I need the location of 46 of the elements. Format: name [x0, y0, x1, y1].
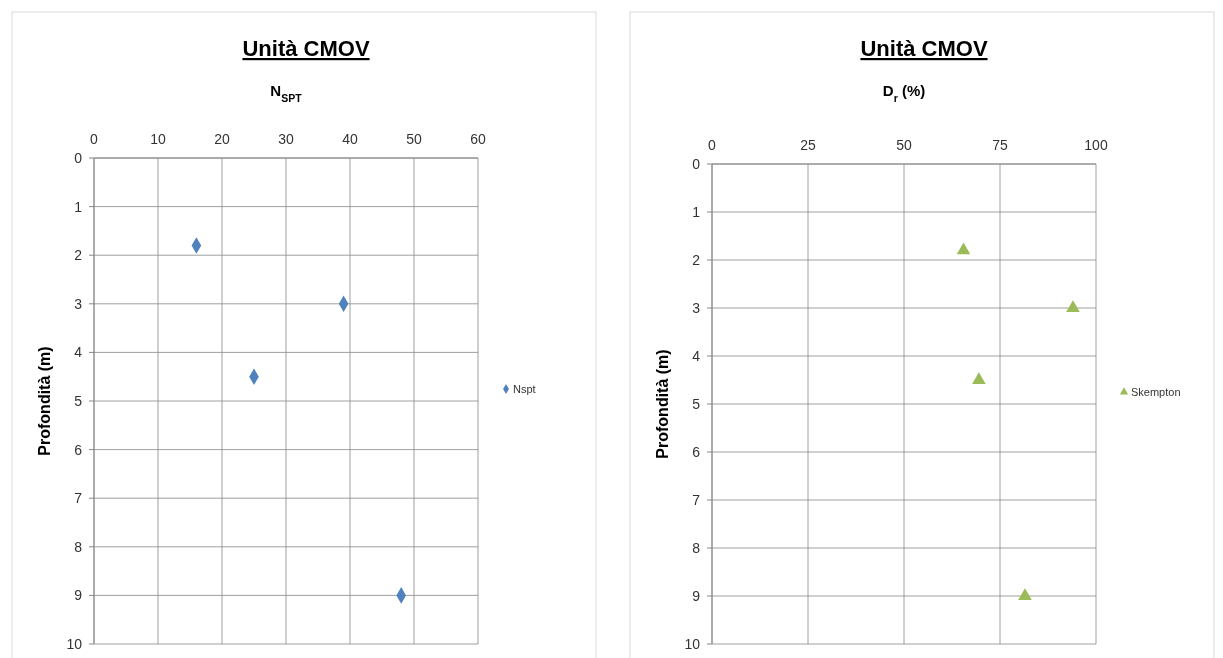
x-tick-label: 20 — [214, 131, 230, 147]
y-axis-title: Profondità (m) — [654, 349, 671, 459]
x-tick-label: 0 — [90, 131, 99, 147]
point — [972, 372, 986, 384]
point — [1018, 588, 1032, 600]
x-tick-label: 50 — [406, 131, 422, 147]
y-tick-label: 8 — [692, 540, 701, 556]
y-tick-label: 10 — [66, 636, 83, 652]
point — [1066, 300, 1080, 312]
y-tick-label: 6 — [692, 444, 701, 460]
y-tick-label: 5 — [74, 393, 83, 409]
x-tick-label: 10 — [150, 131, 166, 147]
legend-label: Nspt — [513, 383, 536, 395]
x-tick-label: 100 — [1084, 137, 1108, 153]
y-tick-label: 8 — [74, 538, 83, 555]
y-tick-label: 7 — [692, 492, 701, 508]
y-tick-label: 9 — [74, 587, 83, 604]
x-tick-label: 60 — [470, 131, 486, 147]
y-tick-label: 1 — [74, 198, 83, 215]
y-tick-label: 1 — [692, 204, 701, 220]
x-tick-label: 40 — [342, 131, 358, 147]
y-tick-label: 5 — [692, 396, 701, 412]
chart-title: Unità CMOV — [242, 36, 370, 61]
x-tick-label: 50 — [896, 137, 912, 153]
y-tick-label: 0 — [74, 150, 83, 166]
y-tick-label: 9 — [692, 588, 701, 604]
legend-label: Skempton — [1131, 386, 1181, 398]
y-tick-label: 6 — [74, 441, 83, 458]
y-tick-label: 3 — [74, 295, 83, 312]
y-tick-label: 0 — [692, 156, 701, 172]
x-tick-label: 75 — [992, 137, 1008, 153]
y-tick-label: 4 — [74, 344, 83, 361]
x-axis-title: N$_{SPT}$ — [270, 82, 303, 104]
x-tick-label: 25 — [800, 137, 816, 153]
y-tick-label: 3 — [692, 300, 701, 316]
y-tick-label: 7 — [74, 490, 83, 507]
y-tick-label: 2 — [74, 247, 83, 264]
point — [956, 242, 971, 255]
y-tick-label: 2 — [692, 252, 701, 268]
x-axis-title: D$_{r}$ (%) — [882, 82, 926, 104]
y-tick-label: 4 — [692, 348, 701, 364]
y-tick-label: 10 — [684, 636, 701, 652]
y-axis-title: Profondità (m) — [36, 346, 53, 456]
x-tick-label: 30 — [278, 131, 294, 147]
chart-title: Unità CMOV — [860, 36, 988, 61]
x-tick-label: 0 — [708, 137, 717, 153]
